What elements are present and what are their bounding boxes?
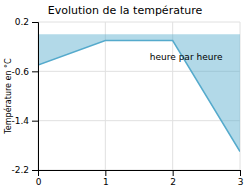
tick-mark [32, 170, 38, 171]
tick-mark [32, 22, 38, 23]
tick-label: 3 [238, 177, 244, 187]
tick-mark [173, 170, 174, 176]
title: Evolution de la température [48, 4, 203, 17]
grid-line [38, 22, 240, 23]
tick: 1 [103, 170, 109, 187]
tick-label: 1 [103, 177, 109, 187]
plot-area [38, 34, 240, 151]
chart: 0 1 2 3 0.2 -0.6 -1.4 -2.2 Evolution de la tempé… [0, 0, 250, 188]
x-axis: 0 1 2 3 [36, 170, 244, 187]
tick-mark [105, 170, 106, 176]
tick-label: 0 [36, 177, 42, 187]
tick: -0.6 [11, 67, 38, 77]
tick-label: 0.2 [15, 17, 29, 27]
x-axis-line [39, 171, 241, 177]
tick-label: -2.2 [11, 165, 29, 175]
grid-line [105, 22, 106, 170]
grid [38, 22, 240, 170]
tick: 0 [36, 170, 42, 187]
line [38, 41, 240, 152]
tick-label: 2 [170, 177, 176, 187]
tick: -1.4 [11, 116, 38, 126]
annotation: heure par heure [150, 52, 223, 62]
tick: -2.2 [11, 165, 38, 175]
y-axis-title: Température en °C [3, 58, 13, 135]
tick: 3 [238, 170, 244, 187]
tick-mark [32, 71, 38, 72]
y-axis-line [32, 23, 39, 171]
tick: 0.2 [15, 17, 38, 27]
tick-mark [240, 170, 241, 176]
area [38, 34, 240, 151]
tick-label: -1.4 [11, 116, 29, 126]
grid-line [38, 120, 240, 121]
y-axis: 0.2 -0.6 -1.4 -2.2 [11, 17, 38, 175]
grid-line [172, 22, 173, 170]
tick-mark [32, 121, 38, 122]
tick-label: -0.6 [11, 67, 29, 77]
tick: 2 [170, 170, 176, 187]
